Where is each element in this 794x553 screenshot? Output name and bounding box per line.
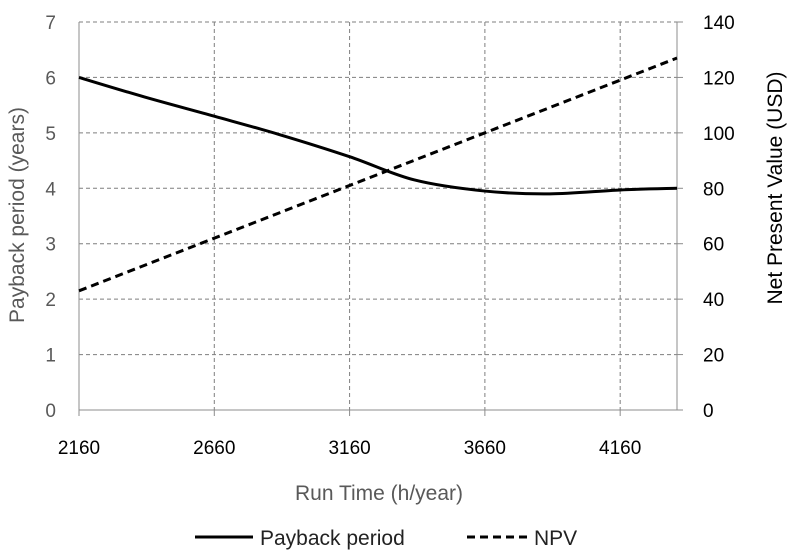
left-y-tick-label: 4: [45, 179, 56, 200]
right-y-tick-label: 80: [703, 179, 724, 200]
axes: [78, 21, 683, 416]
x-tick-label: 4160: [599, 438, 641, 459]
left-y-ticks: 0 1 2 3 4 5 6 7: [45, 13, 56, 422]
right-y-tick-label: 0: [703, 401, 714, 422]
x-tick-label: 3660: [464, 438, 506, 459]
right-y-tick-label: 120: [703, 68, 735, 89]
left-y-tick-label: 5: [45, 124, 56, 145]
right-y-tick-label: 20: [703, 346, 724, 367]
left-y-axis-title: Payback period (years): [6, 107, 29, 323]
series-lines: [78, 56, 678, 293]
legend-label-payback: Payback period: [260, 527, 405, 550]
right-y-axis-title: Net Present Value (USD): [764, 71, 787, 304]
left-y-tick-label: 3: [45, 235, 56, 256]
series-line-payback-period: [78, 75, 678, 196]
right-y-ticks: 0 20 40 60 80 100 120 140: [703, 13, 735, 422]
x-tick-label: 2660: [193, 438, 235, 459]
x-axis-title: Run Time (h/year): [295, 482, 463, 505]
series-line-npv: [78, 56, 678, 293]
right-y-tick-label: 40: [703, 290, 724, 311]
grid-lines: [78, 21, 677, 410]
right-y-tick-label: 100: [703, 124, 735, 145]
left-y-tick-label: 6: [45, 68, 56, 89]
left-y-tick-label: 2: [45, 290, 56, 311]
left-y-tick-label: 0: [45, 401, 56, 422]
left-y-tick-label: 1: [45, 346, 56, 367]
legend-label-npv: NPV: [534, 527, 577, 550]
x-tick-label: 2160: [58, 438, 100, 459]
left-y-tick-label: 7: [45, 13, 56, 34]
legend: Payback period NPV: [195, 527, 577, 550]
right-y-tick-label: 140: [703, 13, 735, 34]
right-y-tick-label: 60: [703, 235, 724, 256]
x-ticks: 2160 2660 3160 3660 4160: [58, 438, 641, 459]
x-tick-label: 3160: [328, 438, 370, 459]
